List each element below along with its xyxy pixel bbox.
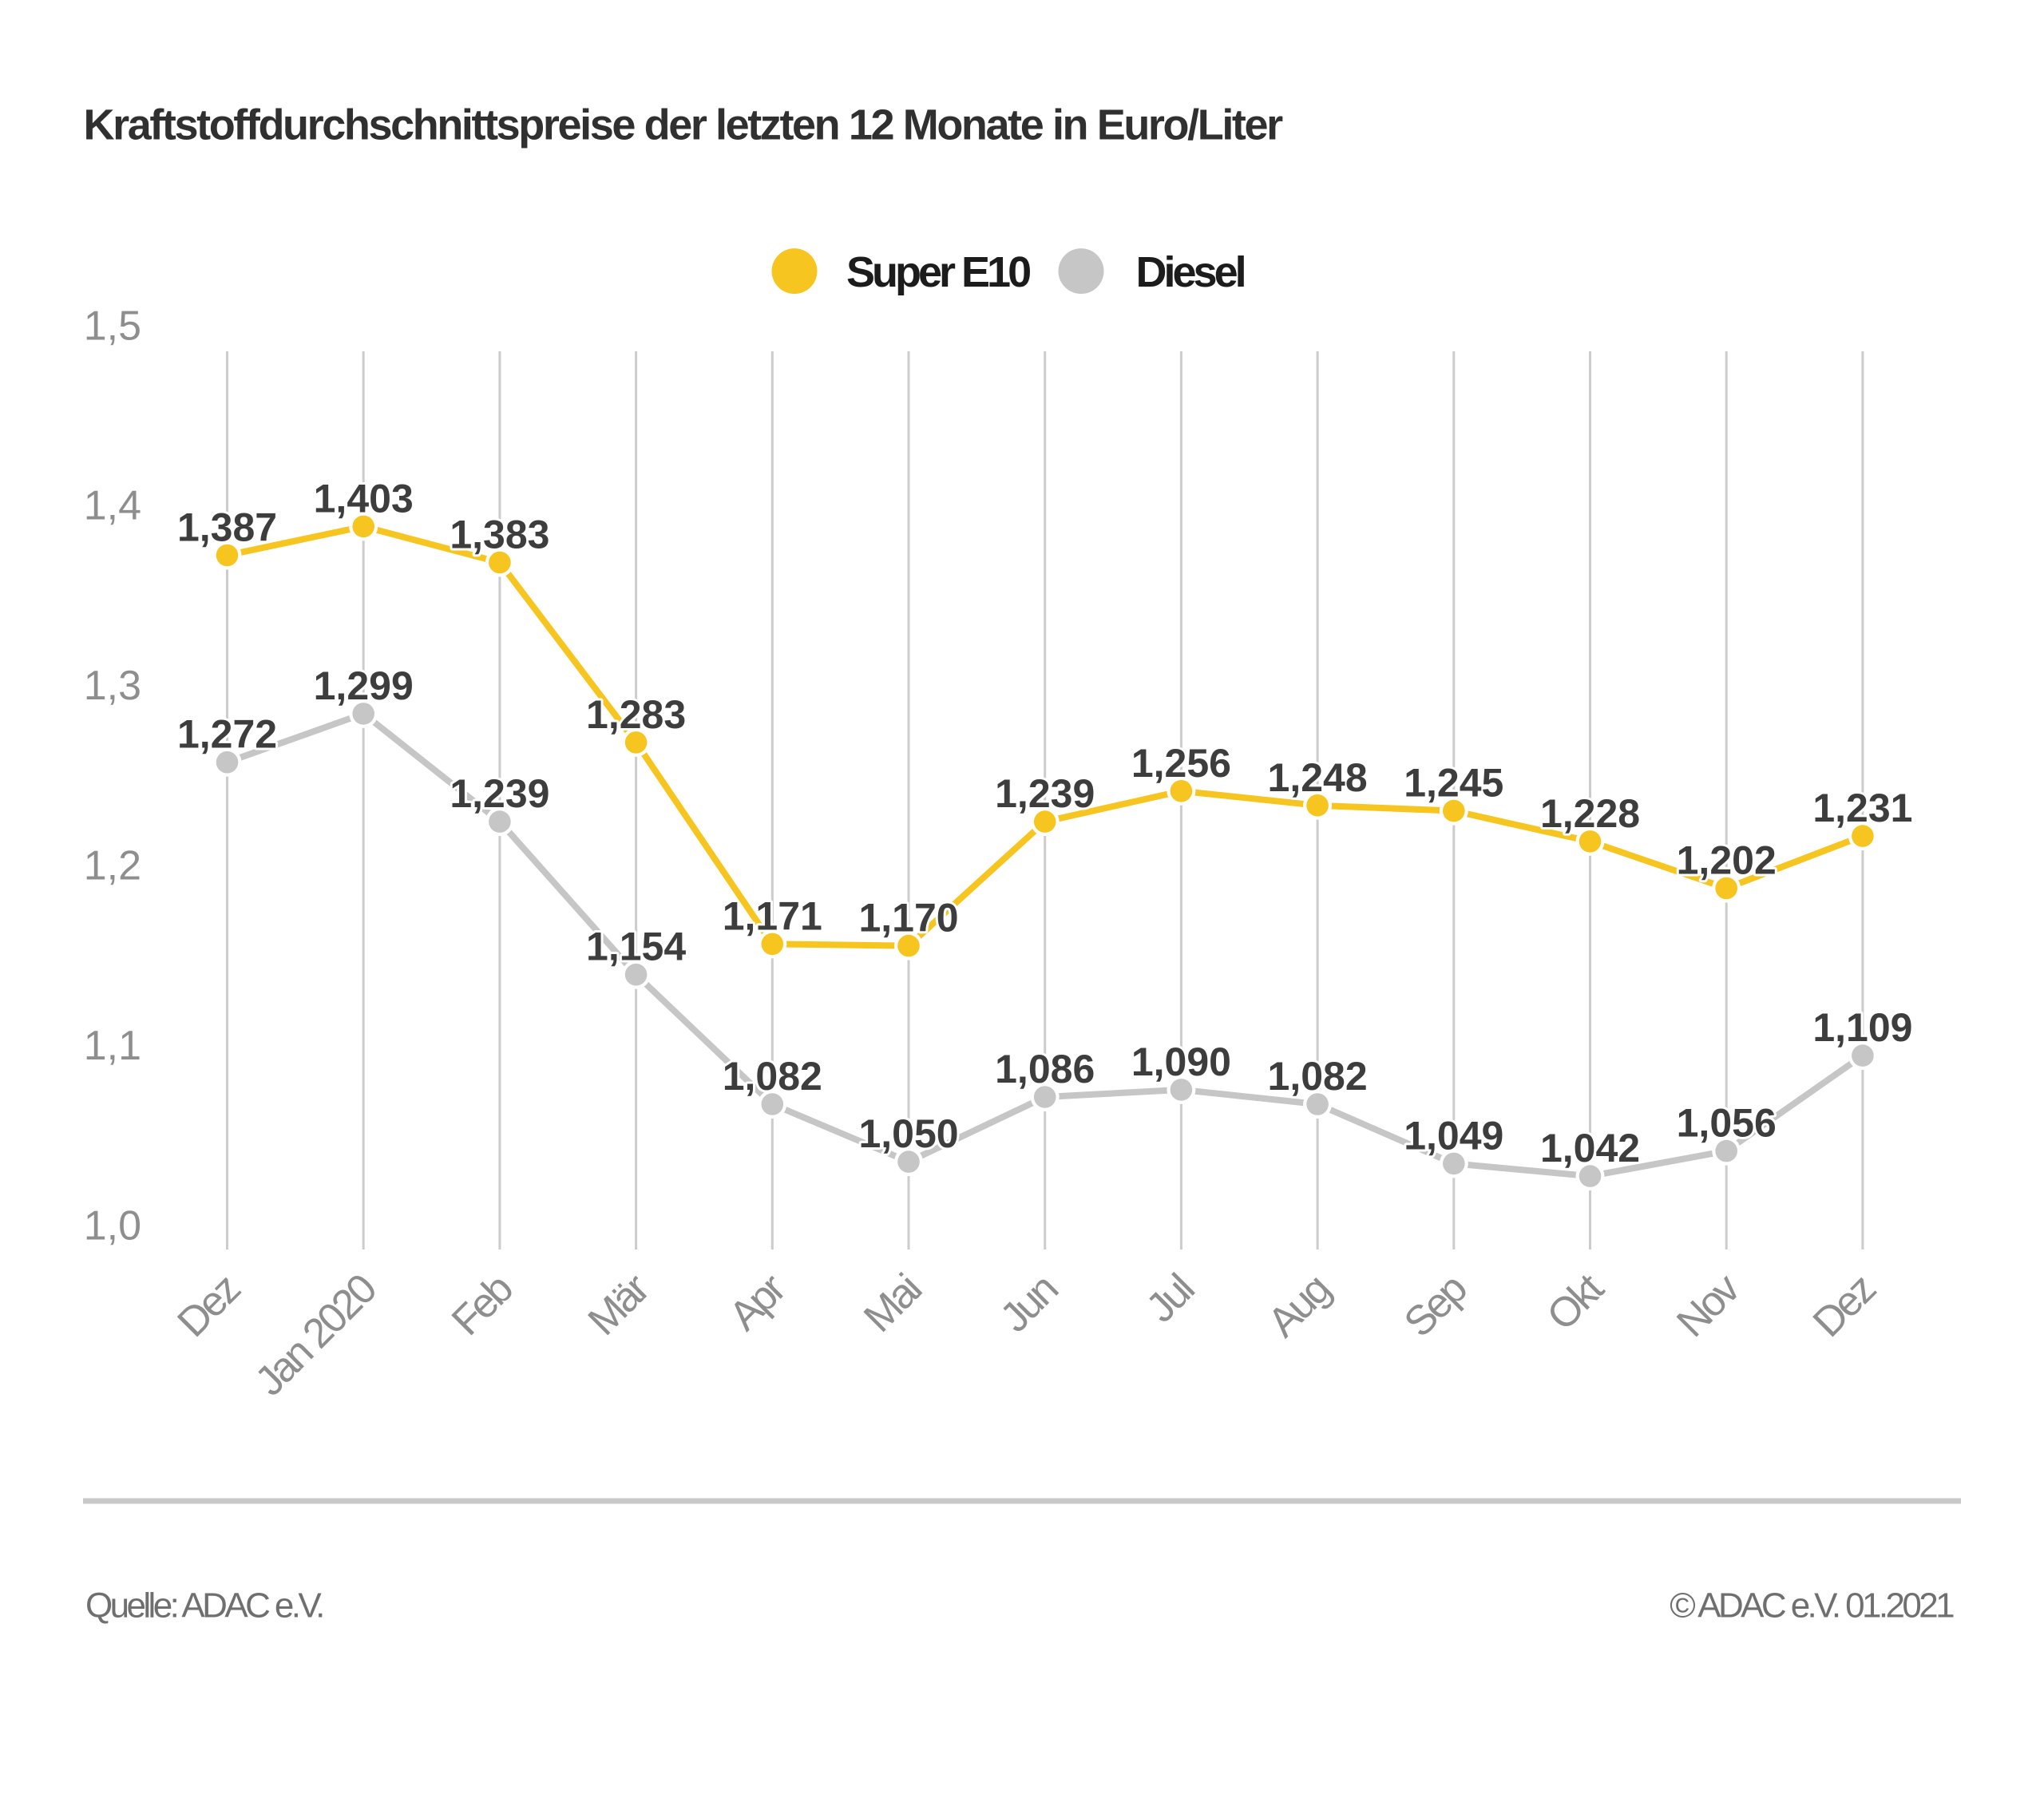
svg-text:1,082: 1,082 [723,1054,822,1099]
svg-text:1,082: 1,082 [1268,1054,1368,1099]
svg-text:1,3: 1,3 [84,663,141,709]
svg-text:1,1: 1,1 [84,1023,141,1069]
svg-text:1,050: 1,050 [858,1111,958,1156]
svg-text:1,202: 1,202 [1677,838,1777,883]
svg-text:Nov: Nov [1668,1265,1749,1346]
svg-text:Dez: Dez [1804,1266,1884,1346]
svg-text:Jul: Jul [1138,1266,1202,1331]
svg-text:Super E10: Super E10 [846,248,1030,296]
svg-text:Jun: Jun [992,1267,1066,1341]
svg-text:1,245: 1,245 [1404,761,1503,806]
svg-text:1,383: 1,383 [450,513,549,557]
svg-text:Quelle: ADAC e.V.: Quelle: ADAC e.V. [85,1586,323,1625]
svg-text:1,056: 1,056 [1677,1101,1777,1146]
svg-text:Mär: Mär [580,1265,659,1345]
svg-text:1,387: 1,387 [177,505,277,550]
svg-text:Sep: Sep [1396,1266,1476,1346]
svg-text:Aug: Aug [1259,1267,1338,1346]
svg-text:1,109: 1,109 [1812,1005,1912,1050]
svg-text:Feb: Feb [443,1266,521,1345]
svg-text:1,256: 1,256 [1131,741,1231,786]
svg-text:Kraftstoffdurchschnittspreise: Kraftstoffdurchschnittspreise der letzte… [84,101,1284,149]
svg-text:1,231: 1,231 [1812,786,1912,830]
svg-text:1,228: 1,228 [1540,791,1640,836]
svg-text:1,049: 1,049 [1404,1113,1503,1158]
svg-text:Okt: Okt [1539,1265,1614,1340]
svg-text:1,272: 1,272 [177,712,277,757]
svg-text:Apr: Apr [720,1265,794,1340]
svg-text:1,4: 1,4 [84,483,141,529]
svg-text:1,090: 1,090 [1131,1040,1231,1084]
svg-text:1,283: 1,283 [586,692,686,737]
svg-text:1,299: 1,299 [314,663,414,708]
svg-text:1,2: 1,2 [84,843,141,889]
svg-text:1,086: 1,086 [995,1047,1095,1091]
svg-text:Jan 2020: Jan 2020 [247,1266,386,1405]
svg-text:Diesel: Diesel [1136,248,1245,296]
svg-text:1,5: 1,5 [84,303,141,349]
svg-text:1,403: 1,403 [314,476,414,521]
svg-text:© ADAC e.V. 01.2021: © ADAC e.V. 01.2021 [1670,1586,1954,1625]
svg-text:Dez: Dez [169,1266,249,1346]
svg-text:1,042: 1,042 [1540,1126,1640,1170]
svg-text:1,239: 1,239 [995,771,1095,816]
svg-text:1,154: 1,154 [586,925,686,969]
svg-text:1,170: 1,170 [858,896,958,941]
svg-text:1,239: 1,239 [450,771,549,816]
svg-text:Mai: Mai [855,1266,930,1341]
svg-text:1,0: 1,0 [84,1202,141,1249]
svg-text:1,248: 1,248 [1268,755,1368,800]
svg-text:1,171: 1,171 [723,893,822,938]
